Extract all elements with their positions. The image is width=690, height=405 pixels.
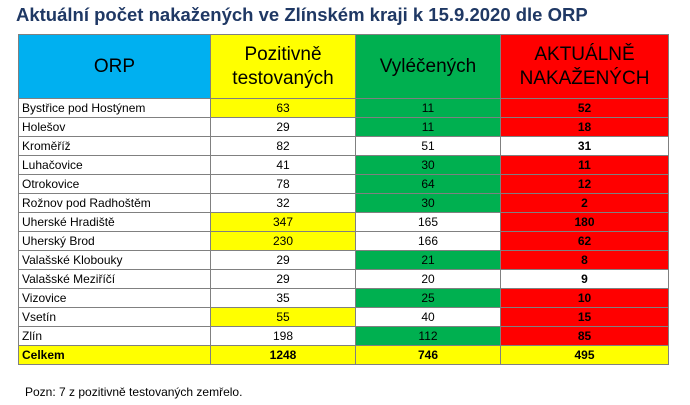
cell-aktualne: 62 <box>500 231 669 251</box>
cell-pozitivne: 29 <box>210 269 356 289</box>
table-row: Uherské Hradiště 347 165 180 <box>18 212 669 232</box>
cell-aktualne: 8 <box>500 250 669 270</box>
table-header-row: ORP Pozitivně testovaných Vyléčených AKT… <box>18 34 669 99</box>
footnote: Pozn: 7 z pozitivně testovaných zemřelo. <box>25 385 243 399</box>
cell-aktualne: 2 <box>500 193 669 213</box>
cell-vylecenych: 30 <box>355 193 501 213</box>
orp-table: ORP Pozitivně testovaných Vyléčených AKT… <box>18 34 669 365</box>
table-row: Otrokovice 78 64 12 <box>18 174 669 194</box>
cell-vylecenych: 166 <box>355 231 501 251</box>
cell-pozitivne: 41 <box>210 155 356 175</box>
cell-aktualne: 85 <box>500 326 669 346</box>
table-row: Rožnov pod Radhoštěm 32 30 2 <box>18 193 669 213</box>
header-vylecenych: Vyléčených <box>355 34 501 99</box>
cell-vylecenych: 64 <box>355 174 501 194</box>
table-row: Valašské Klobouky 29 21 8 <box>18 250 669 270</box>
cell-aktualne: 12 <box>500 174 669 194</box>
header-orp-label: ORP <box>93 55 136 77</box>
cell-orp: Rožnov pod Radhoštěm <box>18 193 211 213</box>
cell-aktualne: 9 <box>500 269 669 289</box>
cell-pozitivne: 63 <box>210 98 356 118</box>
table-row: Luhačovice 41 30 11 <box>18 155 669 175</box>
cell-vylecenych: 25 <box>355 288 501 308</box>
cell-vylecenych: 165 <box>355 212 501 232</box>
header-aktualne-line2: NAKAŽENÝCH <box>519 67 650 89</box>
cell-orp: Holešov <box>18 117 211 137</box>
table-row: Uherský Brod 230 166 62 <box>18 231 669 251</box>
header-aktualne-line1: AKTUÁLNĚ <box>534 43 635 65</box>
cell-vylecenych: 40 <box>355 307 501 327</box>
cell-orp: Valašské Meziříčí <box>18 269 211 289</box>
cell-vylecenych: 11 <box>355 98 501 118</box>
cell-aktualne: 10 <box>500 288 669 308</box>
header-aktualne: AKTUÁLNĚ NAKAŽENÝCH <box>500 34 669 99</box>
header-pozitivne: Pozitivně testovaných <box>210 34 356 99</box>
cell-orp: Uherský Brod <box>18 231 211 251</box>
cell-vylecenych: 11 <box>355 117 501 137</box>
cell-pozitivne: 29 <box>210 117 356 137</box>
header-orp: ORP <box>18 34 211 99</box>
table-row: Valašské Meziříčí 29 20 9 <box>18 269 669 289</box>
cell-pozitivne: 198 <box>210 326 356 346</box>
cell-pozitivne: 78 <box>210 174 356 194</box>
cell-aktualne: 180 <box>500 212 669 232</box>
table-row: Holešov 29 11 18 <box>18 117 669 137</box>
cell-pozitivne: 35 <box>210 288 356 308</box>
cell-aktualne: 15 <box>500 307 669 327</box>
cell-pozitivne: 29 <box>210 250 356 270</box>
cell-pozitivne: 32 <box>210 193 356 213</box>
cell-pozitivne: 82 <box>210 136 356 156</box>
cell-orp: Valašské Klobouky <box>18 250 211 270</box>
header-pozitivne-line1: Pozitivně <box>244 43 322 65</box>
cell-orp: Luhačovice <box>18 155 211 175</box>
table-total-row: Celkem 1248 746 495 <box>18 345 669 365</box>
header-pozitivne-line2: testovaných <box>232 67 334 89</box>
cell-pozitivne: 347 <box>210 212 356 232</box>
total-aktualne: 495 <box>500 345 669 365</box>
cell-orp: Bystřice pod Hostýnem <box>18 98 211 118</box>
cell-pozitivne: 55 <box>210 307 356 327</box>
cell-vylecenych: 51 <box>355 136 501 156</box>
table-row: Zlín 198 112 85 <box>18 326 669 346</box>
header-vylecenych-label: Vyléčených <box>379 55 477 77</box>
table-row: Vizovice 35 25 10 <box>18 288 669 308</box>
cell-vylecenych: 112 <box>355 326 501 346</box>
cell-aktualne: 52 <box>500 98 669 118</box>
cell-vylecenych: 20 <box>355 269 501 289</box>
cell-aktualne: 11 <box>500 155 669 175</box>
cell-vylecenych: 30 <box>355 155 501 175</box>
total-pozitivne: 1248 <box>210 345 356 365</box>
table-row: Kroměříž 82 51 31 <box>18 136 669 156</box>
total-label: Celkem <box>18 345 211 365</box>
table-row: Bystřice pod Hostýnem 63 11 52 <box>18 98 669 118</box>
cell-orp: Otrokovice <box>18 174 211 194</box>
cell-vylecenych: 21 <box>355 250 501 270</box>
cell-orp: Kroměříž <box>18 136 211 156</box>
page-title: Aktuální počet nakažených ve Zlínském kr… <box>16 4 588 25</box>
cell-orp: Vizovice <box>18 288 211 308</box>
cell-orp: Uherské Hradiště <box>18 212 211 232</box>
total-vylecenych: 746 <box>355 345 501 365</box>
cell-aktualne: 31 <box>500 136 669 156</box>
cell-orp: Zlín <box>18 326 211 346</box>
cell-orp: Vsetín <box>18 307 211 327</box>
cell-aktualne: 18 <box>500 117 669 137</box>
cell-pozitivne: 230 <box>210 231 356 251</box>
table-row: Vsetín 55 40 15 <box>18 307 669 327</box>
